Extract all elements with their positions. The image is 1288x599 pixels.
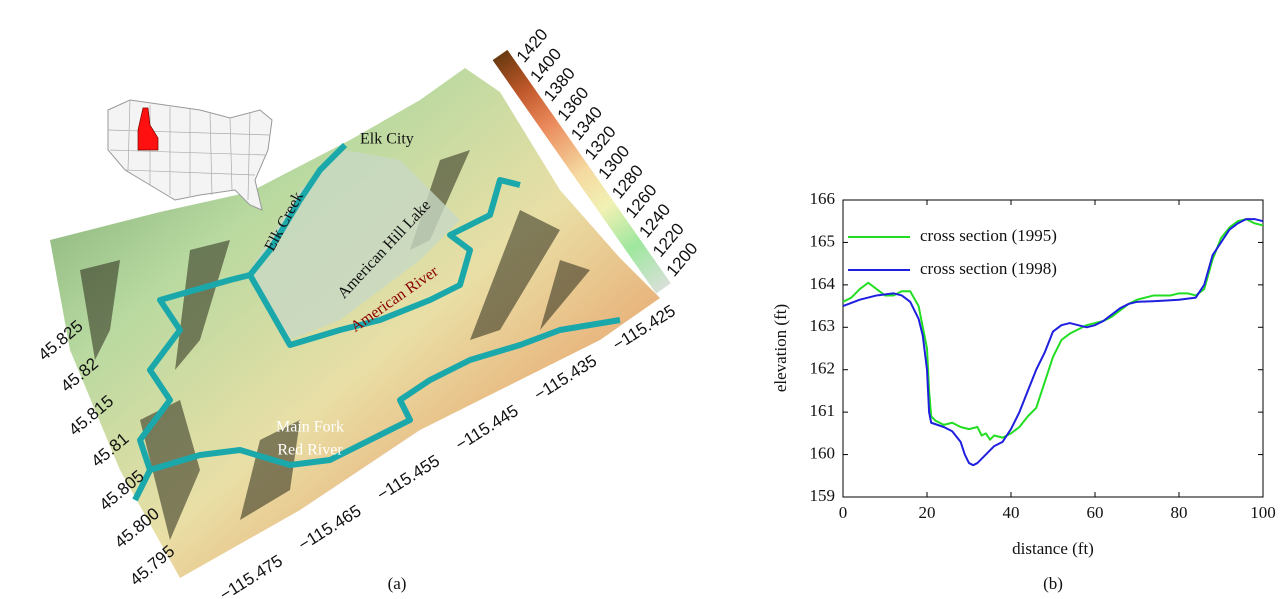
figure: Elk City Elk Creek American Hill Lake Am…: [0, 0, 1288, 599]
x-tick-label: 100: [1250, 503, 1276, 522]
legend-label: cross section (1998): [920, 259, 1057, 278]
place-label: Red River: [277, 442, 343, 459]
x-tick-label: 20: [919, 503, 936, 522]
y-tick-label: 166: [810, 189, 836, 208]
series-line: [843, 219, 1263, 465]
lon-tick-label: −115.475: [216, 551, 286, 599]
legend-label: cross section (1995): [920, 226, 1057, 245]
y-tick-label: 164: [810, 274, 836, 293]
y-tick-label: 162: [810, 359, 836, 378]
x-tick-label: 40: [1003, 503, 1020, 522]
inset-map: [108, 100, 272, 210]
place-label: Main Fork: [276, 419, 344, 436]
panel-caption: (b): [1043, 574, 1063, 593]
lat-tick-label: 45.795: [126, 541, 178, 589]
x-axis-label: distance (ft): [1012, 539, 1094, 558]
y-tick-label: 165: [810, 231, 836, 250]
x-tick-label: 80: [1171, 503, 1188, 522]
place-label: Elk City: [360, 131, 414, 148]
panel-caption: (a): [388, 574, 407, 593]
y-tick-label: 160: [810, 443, 836, 462]
x-tick-label: 0: [839, 503, 848, 522]
series-line: [843, 219, 1263, 440]
lon-tick-label: −115.465: [295, 501, 365, 554]
y-tick-label: 161: [810, 401, 836, 420]
y-axis-label: elevation (ft): [771, 304, 790, 392]
y-tick-label: 159: [810, 486, 836, 505]
lon-tick-label: −115.445: [452, 401, 522, 454]
x-tick-label: 60: [1087, 503, 1104, 522]
y-tick-label: 163: [810, 316, 836, 335]
lon-tick-label: −115.455: [374, 451, 444, 504]
